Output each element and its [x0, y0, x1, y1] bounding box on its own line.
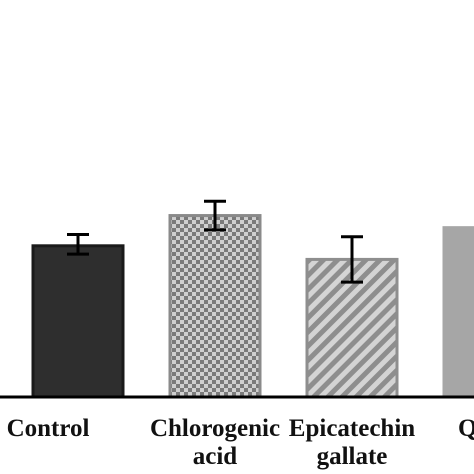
bars-group — [31, 214, 474, 399]
x-tick-label-0: Control — [7, 415, 90, 442]
error-bars-group — [67, 199, 363, 284]
bar-1 — [168, 214, 262, 399]
bar-3 — [442, 226, 474, 399]
x-tick-label-3: Q — [458, 415, 474, 442]
x-tick-label-2: Epicatechin gallate — [289, 415, 415, 470]
x-tick-label-1: Chlorogenic acid — [150, 415, 280, 470]
bar-0 — [31, 244, 125, 399]
